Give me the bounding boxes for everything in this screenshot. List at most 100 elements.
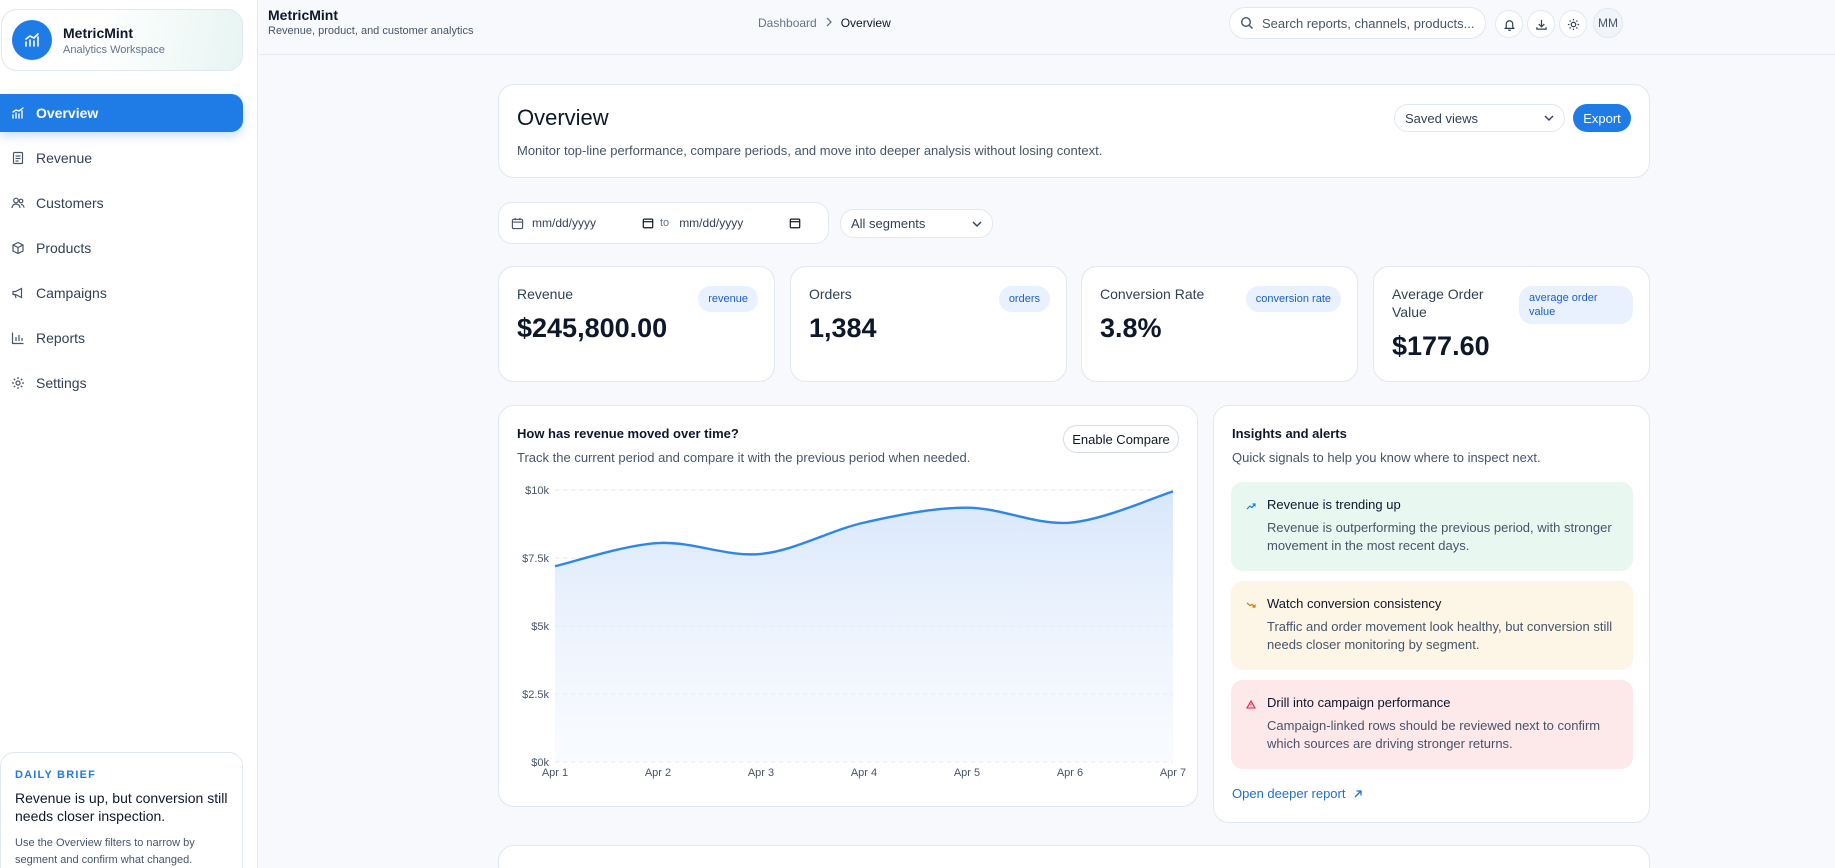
receipt-icon bbox=[12, 151, 24, 165]
kpi-badge: revenue bbox=[698, 286, 758, 312]
alert-revenue-trending[interactable]: Revenue is trending up Revenue is outper… bbox=[1231, 482, 1633, 571]
date-from-field[interactable]: mm/dd/yyyy bbox=[511, 216, 654, 230]
search-input[interactable] bbox=[1262, 15, 1482, 31]
segment-select[interactable]: All segments bbox=[840, 209, 993, 238]
alert-text: Traffic and order movement look healthy,… bbox=[1267, 619, 1613, 652]
box-icon bbox=[12, 241, 24, 255]
next-section-card bbox=[498, 845, 1650, 868]
bar-chart-icon bbox=[11, 332, 24, 345]
insights-title: Insights and alerts bbox=[1232, 426, 1347, 441]
avatar[interactable]: MM bbox=[1593, 8, 1623, 38]
alert-campaign-performance[interactable]: Drill into campaign performance Campaign… bbox=[1231, 680, 1633, 769]
header-subtitle: Revenue, product, and customer analytics bbox=[268, 25, 474, 37]
x-tick-label: Apr 2 bbox=[645, 767, 671, 779]
sidebar: MetricMint Analytics Workspace Overview … bbox=[0, 0, 258, 868]
theme-toggle-button[interactable] bbox=[1559, 10, 1587, 38]
sidebar-item-label: Products bbox=[36, 240, 92, 256]
kpi-label: Conversion Rate bbox=[1100, 286, 1205, 302]
sidebar-item-campaigns[interactable]: Campaigns bbox=[0, 274, 243, 312]
search-box[interactable] bbox=[1229, 7, 1486, 39]
area-fill bbox=[555, 491, 1173, 762]
alert-title: Revenue is trending up bbox=[1267, 497, 1401, 512]
chart-subtitle: Track the current period and compare it … bbox=[517, 450, 971, 465]
page-description: Monitor top-line performance, compare pe… bbox=[517, 143, 1103, 158]
enable-compare-button[interactable]: Enable Compare bbox=[1063, 425, 1179, 453]
kpi-card-conversion-rate: Conversion Rate 3.8% conversion rate bbox=[1081, 266, 1358, 382]
alert-title: Watch conversion consistency bbox=[1267, 596, 1442, 611]
kpi-label: Revenue bbox=[517, 286, 574, 302]
sidebar-item-label: Campaigns bbox=[36, 285, 107, 301]
header-title: MetricMint bbox=[268, 7, 338, 23]
x-tick-label: Apr 3 bbox=[748, 767, 774, 779]
sidebar-item-overview[interactable]: Overview bbox=[0, 94, 243, 132]
brand-card[interactable]: MetricMint Analytics Workspace bbox=[1, 9, 243, 71]
download-button[interactable] bbox=[1527, 10, 1555, 38]
date-range-separator: to bbox=[660, 217, 670, 229]
brief-tag: DAILY BRIEF bbox=[15, 769, 97, 781]
chevron-down-icon bbox=[972, 221, 982, 227]
calendar-icon[interactable] bbox=[642, 217, 654, 229]
sidebar-item-products[interactable]: Products bbox=[0, 229, 243, 267]
sidebar-nav: Overview Revenue Customers Products Camp… bbox=[0, 94, 243, 409]
gear-icon bbox=[12, 377, 24, 389]
breadcrumb-dashboard[interactable]: Dashboard bbox=[758, 16, 817, 30]
sidebar-item-label: Settings bbox=[36, 375, 87, 391]
sidebar-item-revenue[interactable]: Revenue bbox=[0, 139, 243, 177]
x-tick-label: Apr 1 bbox=[542, 767, 568, 779]
saved-views-select[interactable]: Saved views bbox=[1394, 104, 1565, 132]
saved-views-label: Saved views bbox=[1405, 110, 1478, 126]
kpi-badge: conversion rate bbox=[1245, 286, 1341, 312]
sidebar-item-customers[interactable]: Customers bbox=[0, 184, 243, 222]
sidebar-item-reports[interactable]: Reports bbox=[0, 319, 243, 357]
alert-title: Drill into campaign performance bbox=[1267, 695, 1451, 710]
chevron-down-icon bbox=[1544, 115, 1554, 121]
x-tick-label: Apr 7 bbox=[1160, 767, 1186, 779]
chevron-right-icon bbox=[825, 16, 833, 30]
kpi-label: Average Order Value bbox=[1392, 286, 1484, 320]
kpi-card-average-order-value: Average Order Value $177.60 average orde… bbox=[1373, 266, 1650, 382]
chart-title: How has revenue moved over time? bbox=[517, 426, 739, 441]
x-tick-label: Apr 5 bbox=[954, 767, 980, 779]
kpi-card-orders: Orders 1,384 orders bbox=[790, 266, 1067, 382]
kpi-value: $177.60 bbox=[1392, 331, 1490, 361]
revenue-area-chart: $0k $2.5k $5k $7.5k $10k Apr 1 Apr 2 Apr 3 Apr 4… bbox=[522, 485, 1186, 779]
date-from-value: mm/dd/yyyy bbox=[532, 216, 597, 230]
kpi-value: $245,800.00 bbox=[517, 313, 668, 343]
segment-value: All segments bbox=[851, 216, 926, 231]
kpi-label: Orders bbox=[809, 286, 852, 302]
alert-conversion-consistency[interactable]: Watch conversion consistency Traffic and… bbox=[1231, 581, 1633, 670]
alert-text: Revenue is outperforming the previous pe… bbox=[1267, 520, 1612, 553]
deeper-link-label: Open deeper report bbox=[1232, 786, 1346, 801]
x-tick-label: Apr 6 bbox=[1057, 767, 1083, 779]
calendar-icon[interactable] bbox=[789, 217, 801, 229]
kpi-badge: orders bbox=[998, 286, 1050, 312]
date-range-picker: mm/dd/yyyy to mm/dd/yyyy bbox=[498, 202, 829, 244]
kpi-value: 3.8% bbox=[1100, 313, 1162, 343]
bell-icon bbox=[1503, 19, 1515, 31]
open-deeper-report-link[interactable]: Open deeper report bbox=[1232, 786, 1363, 801]
chart-icon bbox=[12, 107, 24, 119]
kpi-value: 1,384 bbox=[809, 313, 877, 343]
insights-subtitle: Quick signals to help you know where to … bbox=[1232, 450, 1541, 465]
alert-text: Campaign-linked rows should be reviewed … bbox=[1267, 718, 1601, 751]
users-icon bbox=[11, 197, 25, 209]
kpi-card-revenue: Revenue $245,800.00 revenue bbox=[498, 266, 775, 382]
daily-brief: DAILY BRIEF Revenue is up, but conversio… bbox=[0, 752, 243, 868]
export-button[interactable]: Export bbox=[1573, 104, 1631, 132]
notifications-button[interactable] bbox=[1495, 10, 1523, 38]
megaphone-icon bbox=[12, 287, 23, 299]
y-tick-label: $2.5k bbox=[522, 689, 549, 701]
y-tick-label: $10k bbox=[525, 485, 549, 497]
sidebar-item-settings[interactable]: Settings bbox=[0, 364, 243, 402]
brand-logo-icon bbox=[12, 20, 52, 60]
sidebar-item-label: Revenue bbox=[36, 150, 93, 166]
y-tick-label: $0k bbox=[531, 757, 549, 769]
sidebar-item-label: Reports bbox=[36, 330, 86, 346]
sidebar-item-label: Customers bbox=[36, 195, 104, 211]
date-to-field[interactable]: mm/dd/yyyy bbox=[679, 216, 801, 230]
warning-icon bbox=[1246, 700, 1256, 709]
brand-name: MetricMint bbox=[63, 24, 133, 41]
revenue-chart-card: How has revenue moved over time? Track t… bbox=[498, 405, 1198, 807]
breadcrumb-current: Overview bbox=[840, 16, 891, 30]
brief-title: Revenue is up, but conversion still need… bbox=[15, 790, 228, 824]
